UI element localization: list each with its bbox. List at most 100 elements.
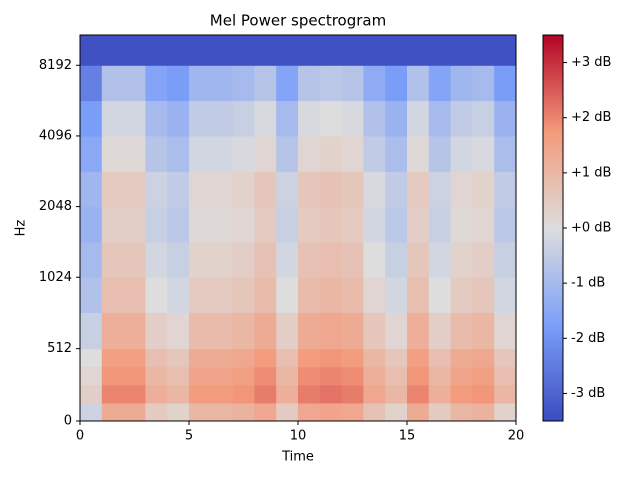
heatmap-cell [145,135,168,172]
heatmap-cell [276,206,299,243]
heatmap-cell [494,35,517,66]
heatmap-cell [385,348,408,368]
heatmap-cell [472,277,495,313]
heatmap [80,35,517,422]
heatmap-cell [232,277,255,313]
heatmap-cell [407,348,430,368]
heatmap-cell [232,100,255,137]
heatmap-cell [145,348,168,368]
heatmap-cell [428,241,452,278]
heatmap-cell [363,206,386,243]
heatmap-cell [385,35,408,66]
heatmap-cell [123,171,146,208]
heatmap-cell [428,277,452,313]
heatmap-cell [232,402,255,422]
heatmap-cell [494,171,517,208]
heatmap-cell [232,206,255,243]
heatmap-cell [407,366,430,386]
heatmap-cell [407,171,430,208]
heatmap-cell [210,35,234,66]
heatmap-cell [363,277,386,313]
heatmap-cell [428,312,452,350]
heatmap-cell [123,312,146,350]
heatmap-cell [450,366,473,386]
heatmap-cell [210,241,234,278]
heatmap-cell [276,35,299,66]
heatmap-cell [167,366,190,386]
colorbar-tick-label: -1 dB [571,276,605,291]
heatmap-cell [450,100,473,137]
heatmap-cell [167,277,190,313]
y-tick-label: 8192 [39,58,72,73]
heatmap-cell [472,241,495,278]
heatmap-cell [210,65,234,102]
heatmap-cell [319,402,343,422]
heatmap-cell [319,65,343,102]
heatmap-cell [494,65,517,102]
heatmap-cell [385,65,408,102]
heatmap-cell [101,366,125,386]
y-tick-label: 4096 [39,128,72,143]
colorbar-tick-label: +0 dB [571,221,611,236]
heatmap-cell [101,241,125,278]
heatmap-cell [385,100,408,137]
heatmap-cell [385,277,408,313]
heatmap-cell [407,35,430,66]
heatmap-cell [145,366,168,386]
heatmap-cell [167,135,190,172]
heatmap-cell [80,384,103,404]
heatmap-cell [232,312,255,350]
heatmap-cell [276,100,299,137]
heatmap-cell [145,402,168,422]
heatmap-cell [494,384,517,404]
heatmap-cell [189,384,212,404]
heatmap-cell [101,206,125,243]
heatmap-cell [80,277,103,313]
y-tick-label: 512 [47,341,72,356]
heatmap-cell [210,384,234,404]
heatmap-cell [472,65,495,102]
heatmap-cell [494,402,517,422]
heatmap-cell [254,312,277,350]
heatmap-cell [341,206,364,243]
heatmap-cell [276,171,299,208]
heatmap-cell [428,206,452,243]
heatmap-cell [472,366,495,386]
heatmap-cell [494,312,517,350]
heatmap-cell [254,384,277,404]
heatmap-cell [189,35,212,66]
x-tick-label: 0 [76,429,84,444]
heatmap-cell [276,312,299,350]
heatmap-cell [101,135,125,172]
heatmap-cell [298,277,321,313]
heatmap-cell [319,171,343,208]
heatmap-cell [319,348,343,368]
heatmap-cell [254,35,277,66]
heatmap-cell [189,171,212,208]
heatmap-cell [472,312,495,350]
heatmap-cell [319,277,343,313]
heatmap-cell [298,366,321,386]
heatmap-cell [428,35,452,66]
heatmap-cell [189,312,212,350]
y-tick-label: 0 [64,414,72,429]
heatmap-cell [80,135,103,172]
heatmap-cell [319,384,343,404]
heatmap-cell [189,402,212,422]
heatmap-cell [232,35,255,66]
heatmap-cell [80,402,103,422]
heatmap-cell [428,384,452,404]
heatmap-cell [123,348,146,368]
heatmap-cell [472,171,495,208]
heatmap-cell [80,100,103,137]
heatmap-cell [254,206,277,243]
heatmap-cell [450,135,473,172]
heatmap-cell [385,206,408,243]
chart-title: Mel Power spectrogram [210,12,386,30]
heatmap-cell [472,135,495,172]
heatmap-cell [80,366,103,386]
heatmap-cell [494,348,517,368]
heatmap-cell [254,402,277,422]
colorbar-tick-label: -3 dB [571,386,605,401]
